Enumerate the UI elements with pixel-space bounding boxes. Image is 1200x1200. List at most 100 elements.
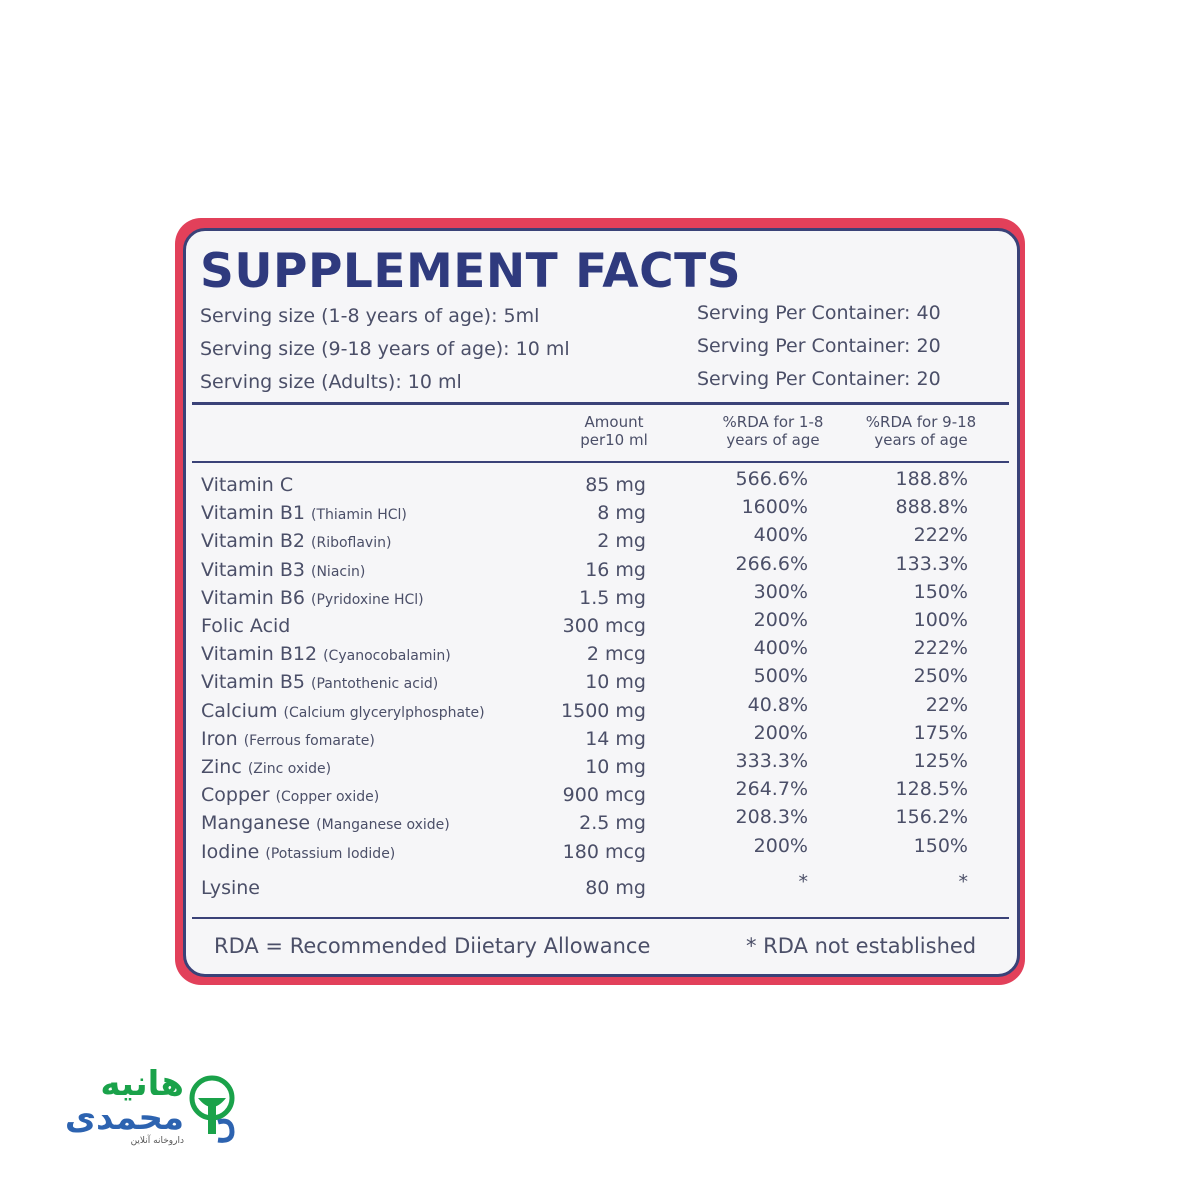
nutrient-detail: (Potassium Iodide) [265,845,396,862]
serving-per-container: Serving Per Container: 20 [697,368,941,390]
column-header: Amount [584,413,644,431]
nutrient-name: Zinc (Zinc oxide) [201,756,331,778]
nutrient-detail: (Copper oxide) [275,789,380,806]
logo-text: هانیه [100,1064,184,1104]
nutrient-detail: (Pantothenic acid) [311,676,439,693]
nutrient-name: Lysine [201,877,260,899]
rda-9-18: 150% [913,580,968,603]
nutrient: Calcium [201,699,278,722]
amount: 300 mcg [562,615,646,637]
nutrient: Copper [201,784,270,807]
nutrient: Vitamin B3 [201,558,305,581]
amount: 10 mg [585,756,646,778]
nutrient: Zinc [201,756,242,778]
amount: 180 mcg [562,840,646,863]
nutrient: Vitamin C [201,474,294,496]
nutrient-detail: (Manganese oxide) [316,817,450,834]
amount: 2 mg [597,530,646,553]
column-header: years of age [726,431,820,449]
rda-9-18: * [958,871,969,893]
rda-9-18: 150% [913,834,968,857]
amount: 16 mg [585,558,646,581]
nutrient-name: Iron (Ferrous fomarate) [201,728,375,750]
amount: 900 mcg [562,784,646,807]
nutrient: Folic Acid [201,615,291,637]
rda-1-8: 200% [753,609,808,631]
nutrient-name: Iodine (Potassium Iodide) [201,841,395,863]
divider [192,917,1009,919]
label-panel [183,228,1020,977]
rda-1-8: 264.7% [735,778,808,801]
rda-9-18: 125% [913,750,968,772]
serving-size: Serving size (9-18 years of age): 10 ml [200,338,570,360]
nutrient-name: Vitamin B3 (Niacin) [201,559,365,581]
rda-1-8: 208.3% [735,806,808,829]
nutrient-name: Vitamin B6 (Pyridoxine HCl) [201,587,424,609]
rda-9-18: 175% [913,721,968,744]
rda-1-8: 200% [753,721,808,744]
serving-size: Serving size (Adults): 10 ml [200,371,462,393]
nutrient: Vitamin B2 [201,530,305,553]
serving-per-container: Serving Per Container: 20 [697,335,941,357]
nutrient-name: Copper (Copper oxide) [201,784,379,806]
amount: 2 mcg [586,643,646,666]
column-header: %RDA for 1-8 [722,413,824,431]
rda-9-18: 100% [913,609,968,631]
amount: 1.5 mg [579,586,646,609]
nutrient-detail: (Thiamin HCl) [311,507,407,524]
nutrient-detail: (Calcium glycerylphosphate) [283,704,485,721]
nutrient: Vitamin B1 [201,502,305,525]
amount: 80 mg [585,877,646,899]
serving-size: Serving size (1-8 years of age): 5ml [200,305,540,327]
footer-note: * RDA not established [746,934,977,958]
rda-9-18: 888.8% [895,496,968,519]
nutrient-detail: (Cyanocobalamin) [323,648,451,665]
nutrient-name: Vitamin B1 (Thiamin HCl) [201,502,407,524]
rda-1-8: * [798,871,809,893]
column-header: years of age [874,431,968,449]
rda-1-8: 300% [753,580,808,603]
rda-1-8: 400% [753,524,808,547]
nutrient-detail: (Zinc oxide) [247,761,332,777]
nutrient-name: Vitamin B2 (Riboflavin) [201,530,391,552]
nutrient: Vitamin B6 [201,586,305,609]
logo-text: محمدی [64,1098,184,1138]
rda-1-8: 566.6% [735,468,808,490]
nutrient-name: Vitamin C [201,474,293,496]
footer-note: RDA = Recommended Diietary Allowance [214,934,651,958]
amount: 2.5 mg [579,812,646,835]
nutrient: Manganese [201,812,311,835]
nutrient: Iodine [201,840,260,863]
nutrient-name: Folic Acid [201,615,290,637]
logo-tagline: داروخانه آنلاین [130,1136,184,1146]
rda-1-8: 266.6% [735,552,808,575]
nutrient: Vitamin B5 [201,671,305,694]
rda-9-18: 133.3% [895,552,968,575]
nutrient-name: Manganese (Manganese oxide) [201,812,450,834]
nutrient: Iron [201,727,238,750]
serving-per-container: Serving Per Container: 40 [697,302,941,324]
nutrient-name: Calcium (Calcium glycerylphosphate) [201,700,485,722]
amount: 85 mg [585,474,646,496]
column-header: per10 ml [580,431,648,449]
rda-1-8: 333.3% [735,750,808,772]
amount: 8 mg [597,502,646,525]
amount: 10 mg [585,671,646,694]
nutrient-detail: (Niacin) [311,563,366,580]
nutrient-name: Vitamin B5 (Pantothenic acid) [201,671,438,693]
amount: 1500 mg [561,699,646,722]
nutrient-detail: (Riboflavin) [311,535,392,552]
rda-1-8: 500% [753,665,808,688]
nutrient-detail: (Ferrous fomarate) [243,732,375,749]
rda-9-18: 156.2% [895,806,968,829]
logo-icon [189,1075,235,1143]
rda-9-18: 188.8% [895,468,968,490]
rda-9-18: 222% [913,637,968,660]
divider [192,402,1009,405]
rda-9-18: 222% [913,524,968,547]
nutrient: Vitamin B12 [201,643,318,666]
rda-1-8: 200% [753,834,808,857]
divider [192,461,1009,463]
rda-9-18: 250% [913,665,968,688]
